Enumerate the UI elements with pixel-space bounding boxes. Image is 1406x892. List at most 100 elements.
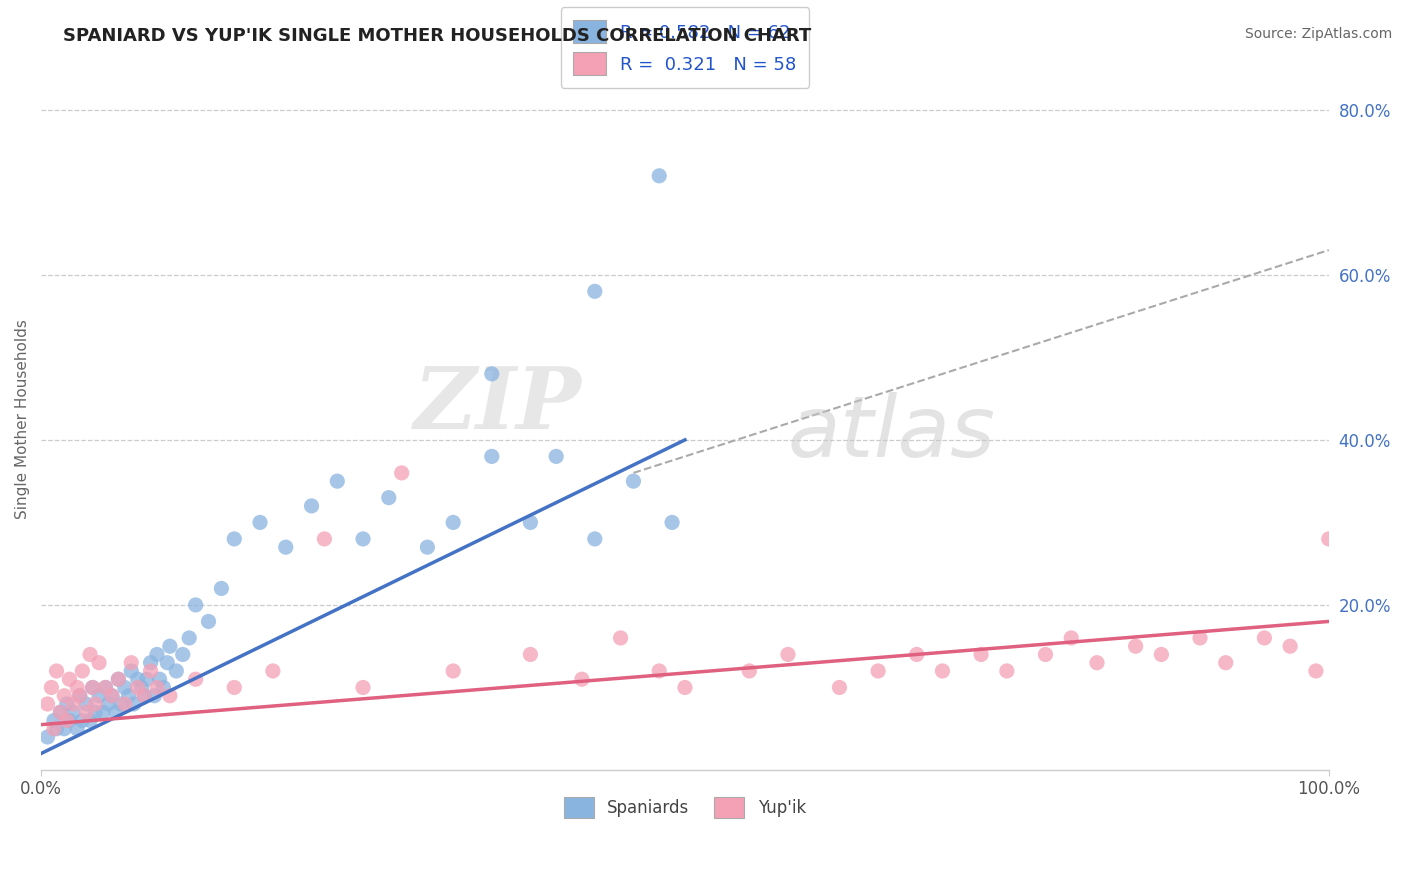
Point <box>1060 631 1083 645</box>
Point <box>648 169 671 183</box>
Point <box>441 516 464 530</box>
Point <box>148 672 170 686</box>
Point <box>738 664 761 678</box>
Point <box>41 681 63 695</box>
Point <box>69 689 91 703</box>
Point <box>66 722 89 736</box>
Point <box>224 532 246 546</box>
Point <box>352 532 374 546</box>
Point <box>274 540 297 554</box>
Point <box>79 648 101 662</box>
Point <box>42 722 65 736</box>
Point <box>623 474 645 488</box>
Point <box>661 516 683 530</box>
Point <box>104 705 127 719</box>
Text: ZIP: ZIP <box>413 363 582 447</box>
Point <box>107 672 129 686</box>
Point <box>776 648 799 662</box>
Point <box>416 540 439 554</box>
Point <box>583 532 606 546</box>
Y-axis label: Single Mother Households: Single Mother Households <box>15 319 30 519</box>
Point <box>583 285 606 299</box>
Point <box>107 672 129 686</box>
Point <box>1305 664 1327 678</box>
Point <box>135 672 157 686</box>
Point <box>114 697 136 711</box>
Point <box>314 532 336 546</box>
Point <box>49 705 72 719</box>
Point <box>156 656 179 670</box>
Point <box>224 681 246 695</box>
Point <box>970 648 993 662</box>
Point <box>87 656 110 670</box>
Point <box>131 681 153 695</box>
Point <box>609 631 631 645</box>
Point <box>134 689 156 703</box>
Point <box>75 705 97 719</box>
Point <box>441 664 464 678</box>
Point <box>56 697 79 711</box>
Point <box>828 681 851 695</box>
Point <box>82 681 104 695</box>
Point <box>1317 532 1340 546</box>
Point <box>45 722 67 736</box>
Point <box>1215 656 1237 670</box>
Point <box>101 689 124 703</box>
Text: SPANIARD VS YUP'IK SINGLE MOTHER HOUSEHOLDS CORRELATION CHART: SPANIARD VS YUP'IK SINGLE MOTHER HOUSEHO… <box>63 27 811 45</box>
Point <box>75 697 97 711</box>
Point <box>519 516 541 530</box>
Point <box>197 615 219 629</box>
Point <box>101 689 124 703</box>
Point <box>91 705 114 719</box>
Point <box>42 714 65 728</box>
Point <box>648 664 671 678</box>
Point <box>56 714 79 728</box>
Point <box>146 681 169 695</box>
Point <box>391 466 413 480</box>
Point <box>45 664 67 678</box>
Point <box>481 450 503 464</box>
Point <box>1188 631 1211 645</box>
Point <box>1279 639 1302 653</box>
Point <box>546 450 568 464</box>
Point <box>184 672 207 686</box>
Point <box>1085 656 1108 670</box>
Point <box>152 681 174 695</box>
Point <box>378 491 401 505</box>
Point <box>58 714 80 728</box>
Point <box>139 664 162 678</box>
Point <box>66 681 89 695</box>
Point <box>49 705 72 719</box>
Text: atlas: atlas <box>787 392 995 475</box>
Point <box>905 648 928 662</box>
Point <box>58 672 80 686</box>
Point <box>72 714 94 728</box>
Point <box>1150 648 1173 662</box>
Point <box>262 664 284 678</box>
Point <box>114 681 136 695</box>
Point <box>122 697 145 711</box>
Point <box>868 664 890 678</box>
Point <box>84 705 107 719</box>
Point <box>53 722 76 736</box>
Point <box>72 664 94 678</box>
Point <box>84 697 107 711</box>
Point <box>120 656 142 670</box>
Point <box>159 689 181 703</box>
Point <box>326 474 349 488</box>
Point <box>481 367 503 381</box>
Point <box>1035 648 1057 662</box>
Point <box>301 499 323 513</box>
Point <box>127 681 149 695</box>
Point <box>94 681 117 695</box>
Point <box>62 705 84 719</box>
Point <box>127 672 149 686</box>
Point <box>110 697 132 711</box>
Point <box>519 648 541 662</box>
Point <box>79 714 101 728</box>
Point <box>97 697 120 711</box>
Point <box>37 697 59 711</box>
Text: Source: ZipAtlas.com: Source: ZipAtlas.com <box>1244 27 1392 41</box>
Point <box>146 648 169 662</box>
Point <box>120 664 142 678</box>
